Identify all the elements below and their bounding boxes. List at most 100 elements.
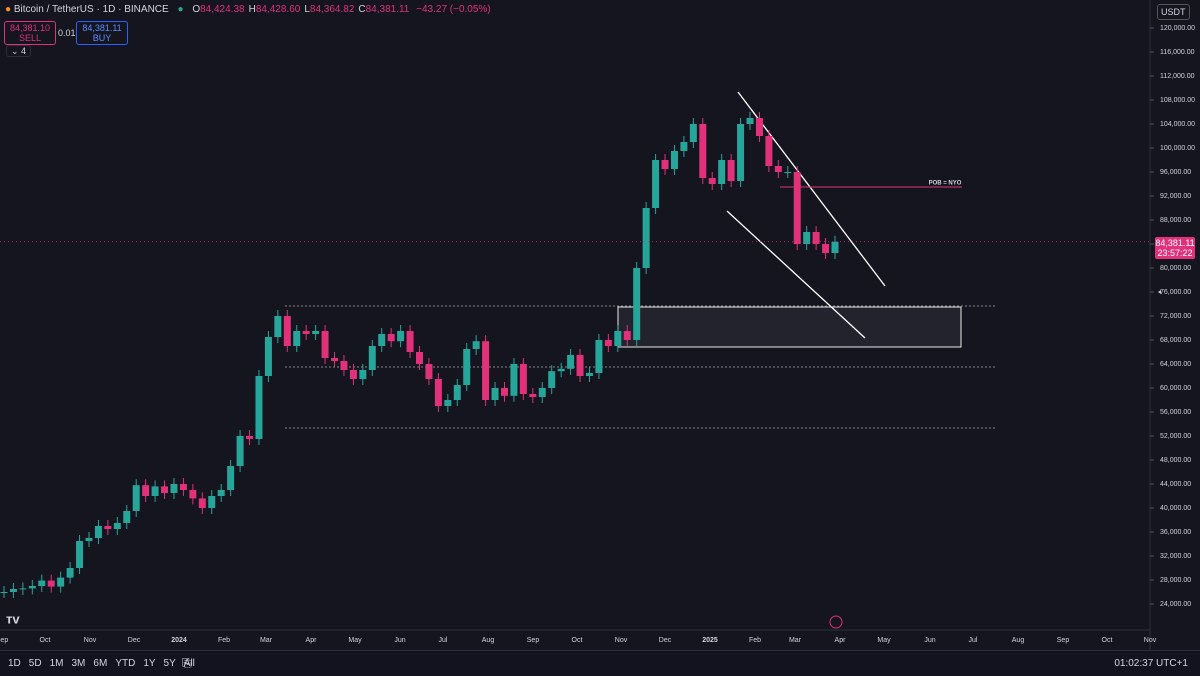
- price-tag-countdown: 23:57:22: [1157, 248, 1193, 258]
- candle-body: [274, 316, 282, 337]
- candle-body: [76, 541, 84, 568]
- candle-body: [113, 523, 121, 529]
- candle-body: [793, 172, 801, 244]
- candle-body: [727, 160, 735, 181]
- candle-body: [208, 496, 216, 508]
- candle-body: [9, 589, 17, 592]
- date-range-icon[interactable]: ⎘: [182, 656, 192, 670]
- timeframe-button[interactable]: 5D: [28, 658, 42, 669]
- trend-line: [726, 210, 866, 339]
- header: ● Bitcoin / TetherUS · 1D · BINANCE ● O8…: [5, 4, 491, 15]
- candle-body: [519, 364, 527, 394]
- timeframes: 1D 5D 1M 3M 6M YTD 1Y 5Y All: [8, 658, 203, 669]
- y-tick-label: 28,000.00: [1160, 577, 1191, 584]
- candle-body: [340, 361, 348, 370]
- price-tag-price: 84,381.11: [1155, 238, 1195, 248]
- y-tick-label: 88,000.00: [1160, 217, 1191, 224]
- timeframe-button[interactable]: 1M: [49, 658, 64, 669]
- sell-label: SELL: [18, 33, 42, 43]
- annotation: POB = NYO: [929, 181, 962, 187]
- candles: [0, 112, 839, 598]
- candle-body: [359, 370, 367, 379]
- buy-label: BUY: [92, 33, 112, 43]
- sell-price: 84,381.10: [9, 23, 51, 33]
- x-tick-label: Nov: [1144, 637, 1157, 644]
- timeframe-button[interactable]: All: [183, 658, 195, 669]
- buy-button[interactable]: 84,381.11 BUY: [76, 21, 128, 45]
- y-tick-label: 100,000.00: [1160, 145, 1195, 152]
- candle-body: [463, 349, 471, 385]
- clock: 01:02:37 UTC+1: [1114, 658, 1188, 669]
- ohlc-value: 84,381.11: [365, 4, 410, 15]
- candle-body: [321, 331, 329, 358]
- candle-body: [132, 485, 140, 511]
- candle-body: [529, 394, 537, 397]
- x-tick-label: Oct: [572, 637, 583, 644]
- x-tick-label: 2024: [171, 637, 187, 644]
- currency-button[interactable]: USDT: [1157, 4, 1190, 20]
- chart: POB = NYO ᴛᴠ 120,000.00 116,000.00 112,000…: [0, 0, 1196, 650]
- x-tick-label: Apr: [306, 637, 318, 644]
- candle-body: [236, 436, 244, 466]
- candle-body: [416, 352, 423, 364]
- candle-body: [406, 331, 414, 352]
- quantity: 0.01: [58, 28, 76, 38]
- candle-body: [28, 586, 36, 589]
- ohlc-value: 84,364.82: [309, 4, 355, 15]
- candle-body: [680, 142, 688, 151]
- x-tick-label: Aug: [1012, 637, 1025, 644]
- candle-body: [378, 334, 386, 346]
- ohlc-value: 84,428.60: [255, 4, 301, 15]
- x-tick-label: Sep: [0, 637, 8, 644]
- ohlc: O84,424.38 H84,428.60 L84,364.82 C84,381.11: [192, 4, 413, 15]
- timeframe-button[interactable]: YTD: [115, 658, 136, 669]
- y-tick-label: 60,000.00: [1160, 385, 1191, 392]
- x-tick-label: Jun: [394, 637, 405, 644]
- candle-body: [567, 355, 575, 369]
- candle-body: [255, 376, 263, 439]
- candle-body: [38, 580, 46, 586]
- y-tick-label: 72,000.00: [1160, 313, 1191, 320]
- x-tick-label: Feb: [749, 637, 761, 644]
- timeframe-button[interactable]: 5Y: [163, 658, 176, 669]
- x-tick-label: Dec: [659, 637, 672, 644]
- marker-arrow: [1158, 290, 1161, 294]
- indicators-toggle[interactable]: ⌄ 4: [6, 45, 32, 57]
- candle-body: [189, 490, 197, 499]
- sell-button[interactable]: 84,381.10 SELL: [4, 21, 56, 45]
- candle-body: [670, 151, 678, 169]
- change: −43.27 (−0.05%): [416, 4, 491, 15]
- candle-body: [302, 331, 310, 334]
- buy-price: 84,381.11: [82, 23, 122, 33]
- y-tick-label: 92,000.00: [1160, 193, 1191, 200]
- candle-body: [312, 331, 320, 334]
- candle-body: [151, 486, 159, 496]
- x-tick-label: Mar: [260, 637, 273, 644]
- candle-body: [434, 379, 442, 406]
- flash-icon[interactable]: [829, 615, 843, 629]
- x-tick-label: Dec: [128, 637, 141, 644]
- candle-body: [57, 577, 65, 587]
- candle-body: [123, 511, 131, 523]
- x-tick-label: Mar: [789, 637, 802, 644]
- y-tick-label: 112,000.00: [1160, 73, 1195, 80]
- y-tick-label: 48,000.00: [1160, 457, 1191, 464]
- timeframe-button[interactable]: 3M: [71, 658, 86, 669]
- candle-body: [812, 232, 820, 244]
- candle-body: [708, 178, 716, 184]
- timeframe-button[interactable]: 6M: [93, 658, 108, 669]
- candle-body: [349, 370, 357, 379]
- x-tick-label: May: [877, 637, 891, 644]
- candle-body: [623, 331, 631, 340]
- candle-body: [746, 118, 754, 124]
- symbol[interactable]: Bitcoin / TetherUS · 1D · BINANCE: [13, 4, 169, 15]
- candle-body: [227, 466, 235, 490]
- candle-body: [774, 166, 782, 172]
- timeframe-button[interactable]: 1Y: [143, 658, 156, 669]
- y-tick-label: 80,000.00: [1160, 265, 1191, 272]
- y-tick-label: 64,000.00: [1160, 361, 1191, 368]
- ohlc-letter: L: [304, 4, 310, 15]
- y-tick-label: 108,000.00: [1160, 97, 1195, 104]
- timeframe-button[interactable]: 1D: [8, 658, 21, 669]
- candle-body: [614, 331, 622, 346]
